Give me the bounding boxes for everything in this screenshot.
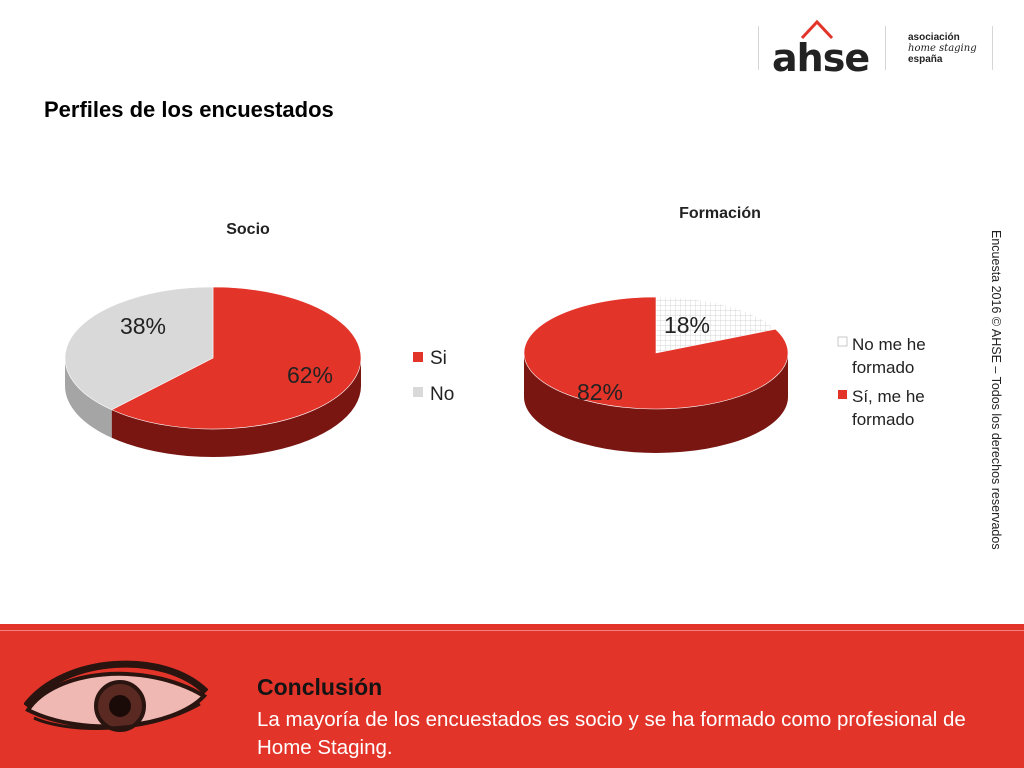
page-title: Perfiles de los encuestados [44,97,334,122]
eye-icon [24,660,208,732]
chart-formacion: Formación 18% 82% No me he formado Sí, m… [523,205,926,453]
pie-slice-side [111,358,361,457]
conclusion-heading: Conclusión [257,674,383,700]
data-label: 18% [664,312,710,338]
logo-divider [885,26,886,70]
band-divider [0,630,1024,631]
data-label: 38% [120,313,166,339]
legend-item: formado [852,358,914,377]
pie-slice [523,296,789,410]
ahse-logo: ahse asociación home staging españa [758,18,994,80]
pie-slice-side [524,353,788,453]
legend-swatch [838,390,847,399]
legend-socio: Si No [413,348,454,405]
pie-slice-side [65,358,112,438]
chart-title: Socio [226,221,270,238]
chart-socio: Socio 38% 62% Si No [64,221,454,457]
logo-divider [758,26,759,70]
legend-item: No me he [852,335,926,354]
legend-item: No [430,384,454,405]
legend-item: Sí, me he [852,387,925,406]
legend-swatch [413,387,423,397]
logo-divider [992,26,993,70]
pie-slice [110,286,362,430]
pie-slice [64,286,214,411]
charts-area: Socio 38% 62% Si No Formación 18% 82% No… [64,205,926,457]
conclusion-text: La mayoría de los encuestados es socio y… [257,708,966,759]
data-label: 62% [287,362,333,388]
legend-item: formado [852,410,914,429]
logo-text: asociación home staging españa [908,32,977,65]
pie-slice [655,296,777,354]
chart-title: Formación [679,205,761,222]
legend-formacion: No me he formado Sí, me he formado [837,335,926,429]
logo-mark: ahse [772,36,870,80]
legend-swatch [837,336,848,347]
legend-swatch [413,352,423,362]
legend-item: Si [430,348,447,369]
data-label: 82% [577,379,623,405]
pie-formacion [523,296,789,453]
conclusion-band: Conclusión La mayoría de los encuestados… [0,624,1024,768]
house-roof-icon [800,19,834,40]
pie-socio [64,286,362,457]
